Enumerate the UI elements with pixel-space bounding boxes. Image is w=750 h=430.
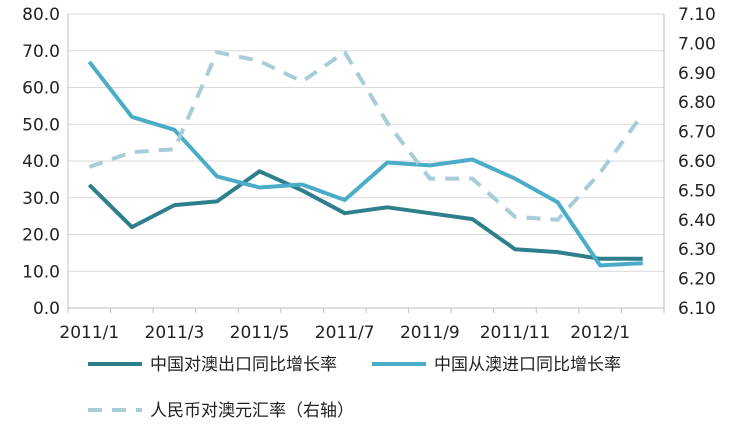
y-right-tick-label: 6.70 [678,123,716,143]
series-line-2 [88,50,645,222]
x-tick-label: 2011/1 [59,323,119,343]
gridlines [68,13,664,272]
y-left-tick-label: 70.0 [22,42,60,62]
y-right-tick-label: 6.50 [678,181,716,201]
y-left-tick-label: 60.0 [22,79,60,99]
legend-label-export: 中国对澳出口同比增长率 [150,355,337,375]
y-left-tick-label: 10.0 [22,262,60,282]
y-left-tick-label: 0.0 [33,299,60,319]
legend: 中国对澳出口同比增长率 中国从澳进口同比增长率 人民币对澳元汇率（右轴） [88,355,621,421]
series-lines [87,50,645,268]
x-tick-label: 2011/7 [315,323,375,343]
x-tick-label: 2011/5 [230,323,290,343]
x-tick-label: 2012/1 [570,323,630,343]
y-left-tick-label: 30.0 [22,189,60,209]
x-tick-label: 2011/11 [480,323,551,343]
legend-label-import: 中国从澳进口同比增长率 [434,355,621,375]
y-left-tick-label: 50.0 [22,115,60,135]
legend-label-fx: 人民币对澳元汇率（右轴） [150,401,354,421]
y-right-tick-label: 6.60 [678,152,716,172]
y-right-tick-label: 6.10 [678,299,716,319]
tick-labels: 0.0 10.0 20.0 30.0 40.0 50.0 60.0 70.0 80.0 6.10 6… [22,5,716,343]
y-right-tick-label: 7.10 [678,5,716,25]
y-right-tick-label: 6.90 [678,64,716,84]
y-right-tick-label: 6.80 [678,93,716,113]
y-right-tick-label: 6.30 [678,240,716,260]
y-left-tick-label: 40.0 [22,152,60,172]
y-left-tick-label: 20.0 [22,226,60,246]
y-right-tick-label: 7.00 [678,34,716,54]
x-tick-label: 2011/9 [400,323,460,343]
x-tick-label: 2011/3 [145,323,205,343]
axes [67,14,665,313]
y-right-tick-label: 6.40 [678,211,716,231]
series-line-0 [87,169,643,261]
y-right-tick-label: 6.20 [678,270,716,290]
y-left-tick-label: 80.0 [22,5,60,25]
